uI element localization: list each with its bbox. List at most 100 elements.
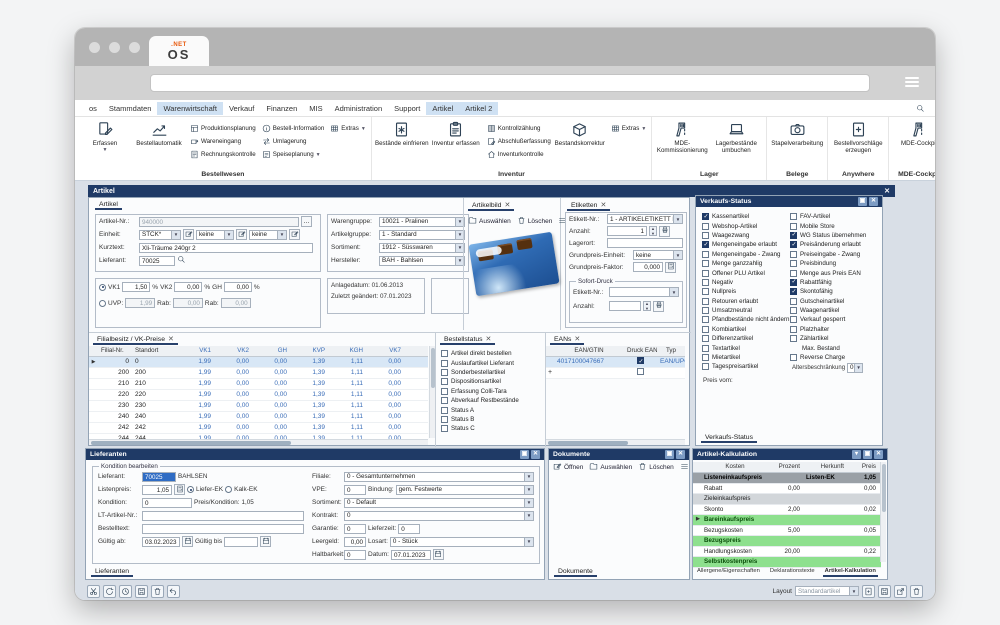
warengruppe-dropdown[interactable]: 10021 - Pralinen ▼ (379, 216, 465, 227)
ribbon-kontrollzählung[interactable]: Kontrollzählung (487, 122, 551, 135)
checkbox[interactable] (702, 269, 709, 277)
vs-differenzartikel[interactable]: Differenzartikel (702, 334, 790, 343)
sd-print-button[interactable] (653, 300, 664, 312)
ribbon-erfassen[interactable]: Erfassen ▼ (78, 117, 132, 153)
vs-mobile-store[interactable]: Mobile Store (790, 221, 878, 230)
dropdown-button[interactable]: ▾ (852, 450, 861, 459)
vs-nullpreis[interactable]: Nullpreis (702, 287, 790, 296)
checkbox[interactable] (702, 344, 709, 352)
checkbox[interactable] (790, 250, 797, 258)
checkbox[interactable] (702, 231, 709, 239)
address-bar[interactable] (150, 74, 870, 92)
search-icon[interactable] (916, 104, 925, 113)
lf-haltbarkeit-field[interactable]: 0 (344, 549, 366, 560)
table-row[interactable]: 242 242 1,99 0,00 0,00 1,39 1,11 0,00 (89, 423, 428, 434)
checkbox[interactable] (790, 213, 797, 221)
lf-lt-artikel-field[interactable] (142, 510, 304, 521)
vs-textartikel[interactable]: Textartikel (702, 343, 790, 352)
vk1-field[interactable]: 1,50 (122, 282, 151, 292)
checkbox[interactable] (702, 241, 709, 249)
tab-artikel[interactable]: Artikel (95, 200, 122, 210)
save-button[interactable] (135, 584, 148, 598)
calendar-button[interactable] (182, 536, 193, 547)
column-header-typ[interactable]: Typ (666, 347, 676, 354)
lf-bindung-dropdown[interactable]: gem. Festwerte ▼ (395, 484, 534, 495)
vs-menge-aus-preis-ean[interactable]: Menge aus Preis EAN (790, 268, 878, 277)
window-controls[interactable] (89, 42, 140, 53)
checkbox[interactable] (702, 354, 709, 362)
ribbon-wareneingang[interactable]: Wareneingang (190, 135, 256, 148)
column-header-ean-gtin[interactable]: EAN/GTIN (574, 347, 604, 354)
tab-artikelbild[interactable]: Artikelbild ✕ (468, 200, 515, 211)
vk1-radio[interactable] (99, 283, 106, 291)
lf-bestelltext-field[interactable] (142, 523, 304, 534)
lf-sortiment-dropdown[interactable]: 0 - Default ▼ (344, 497, 534, 508)
bestellstatus-auslaufartikel-lieferant[interactable]: Auslaufartikel Lieferant (441, 358, 519, 367)
layout-dropdown[interactable]: Standardartikel ▼ (795, 586, 859, 596)
close-icon[interactable]: ✕ (504, 202, 511, 209)
checkbox[interactable] (790, 316, 797, 324)
browser-tab[interactable]: .NET OS (149, 36, 209, 66)
checkbox[interactable] (702, 335, 709, 343)
artikelgruppe-dropdown[interactable]: 1 - Standard ▼ (379, 229, 465, 240)
kalkulation-row-bezugskosten[interactable]: Bezugskosten 5,00 0,05 (693, 525, 881, 536)
sortiment-dropdown[interactable]: 1912 - Süsswaren ▼ (379, 242, 465, 253)
menu-item-mis[interactable]: MIS (309, 103, 323, 113)
checkbox[interactable] (790, 288, 797, 296)
table-row[interactable]: 210 210 1,99 0,00 0,00 1,39 1,11 0,00 (89, 379, 428, 390)
new-layout-button[interactable] (862, 584, 875, 598)
vs-menge-ganzzahlig[interactable]: Menge ganzzahlig (702, 259, 790, 268)
close-icon[interactable]: ✕ (574, 336, 581, 343)
table-row[interactable]: 230 230 1,99 0,00 0,00 1,39 1,11 0,00 (89, 401, 428, 412)
checkbox[interactable] (790, 354, 797, 362)
ribbon-bestandskorrektur[interactable]: Bestandskorrektur (553, 117, 607, 147)
vs-fav-artikel[interactable]: FAV-Artikel (790, 212, 878, 221)
scrollbar[interactable] (882, 464, 886, 512)
close-button[interactable]: ✕ (874, 450, 883, 459)
kalk-ek-radio[interactable] (225, 486, 233, 493)
menu-item-finanzen[interactable]: Finanzen (266, 103, 298, 113)
menu-item-os[interactable]: os (89, 103, 97, 113)
scrollbar[interactable] (548, 441, 628, 445)
checkbox[interactable] (790, 278, 797, 286)
vs-waagenartikel[interactable]: Waagenartikel (790, 306, 878, 315)
lf-garantie-field[interactable]: 0 (344, 523, 366, 534)
kalkulation-row-handlungskosten[interactable]: Handlungskosten 20,00 0,22 (693, 546, 881, 557)
table-row[interactable]: 4017100047667EAN/UPC (546, 357, 685, 368)
rab1-field[interactable]: 0,00 (172, 298, 203, 308)
column-header-kosten[interactable]: Kosten (725, 463, 745, 470)
lf-leergeld-field[interactable]: 0,00 (344, 536, 366, 547)
checkbox[interactable] (441, 415, 448, 423)
edit-icon[interactable] (289, 229, 300, 240)
checkbox[interactable] (637, 368, 644, 375)
column-header-druck-ean[interactable]: Druck EAN (627, 347, 657, 354)
lf-filiale-dropdown[interactable]: 0 - Gesamtunternehmen ▼ (344, 471, 534, 482)
bestellstatus-erfassung-colli-tara[interactable]: Erfassung Colli-Tara (441, 387, 519, 396)
checkbox[interactable] (790, 222, 797, 230)
checkbox[interactable] (790, 241, 797, 249)
ribbon-mde-cockpit[interactable]: MDE-Cockpit (892, 117, 935, 147)
ean-grid[interactable]: EAN/GTIN Druck EAN Typ 4017100047667EAN/UPC… (546, 346, 685, 379)
checkbox[interactable] (637, 357, 644, 367)
checkbox[interactable] (441, 368, 448, 376)
checkbox[interactable] (441, 350, 448, 358)
hersteller-dropdown[interactable]: BAH - Bahlsen ▼ (379, 255, 465, 266)
tab-artikel-kalkulation[interactable]: Artikel-Kalkulation (822, 567, 878, 577)
ribbon-bestellvorschläge-erzeugen[interactable]: Bestellvorschläge erzeugen (831, 117, 885, 154)
table-row[interactable]: 220 220 1,99 0,00 0,00 1,39 1,11 0,00 (89, 390, 428, 401)
lf-datum-field[interactable]: 07.01.2023 (390, 549, 431, 560)
checkbox[interactable] (702, 278, 709, 286)
close-button[interactable]: ✕ (531, 450, 540, 459)
delete-layout-button[interactable] (910, 584, 923, 598)
ribbon-umlagerung[interactable]: Umlagerung (262, 135, 325, 148)
export-layout-button[interactable] (894, 584, 907, 598)
ribbon-mde-kommissionierung[interactable]: MDE-Kommissionierung (655, 117, 709, 154)
vk2-field[interactable]: 0,00 (174, 282, 203, 292)
bild-loeschen-button[interactable]: Löschen (517, 216, 552, 227)
menu-item-administration[interactable]: Administration (334, 103, 383, 113)
tab-deklarationstexte[interactable]: Deklarationstexte (769, 568, 815, 574)
bestellstatus-status-c[interactable]: Status C (441, 424, 519, 433)
column-header-kvp[interactable]: KVP (312, 347, 325, 354)
vs-verkauf-gesperrt[interactable]: Verkauf gesperrt (790, 315, 878, 324)
history-button[interactable] (119, 584, 132, 598)
